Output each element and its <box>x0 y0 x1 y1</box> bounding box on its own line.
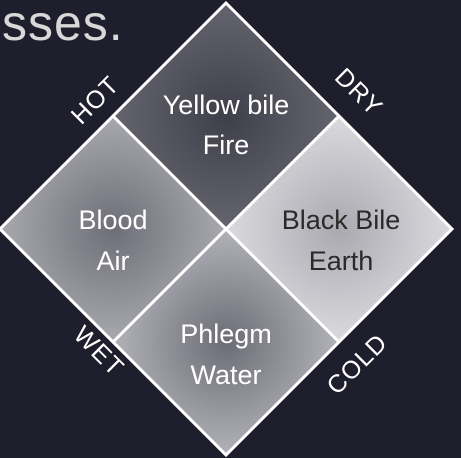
right-quadrant-line1: Black Bile <box>282 205 401 235</box>
bottom-quadrant-line1: Phlegm <box>180 319 272 349</box>
left-quadrant-line1: Blood <box>78 205 147 235</box>
right-quadrant-line2: Earth <box>309 246 374 276</box>
top-quadrant-line2: Fire <box>203 130 250 160</box>
top-quadrant-line1: Yellow bile <box>163 90 290 120</box>
slide-heading-fragment: sses. <box>2 0 124 51</box>
left-quadrant-line2: Air <box>97 246 130 276</box>
bottom-quadrant-line2: Water <box>190 360 261 390</box>
